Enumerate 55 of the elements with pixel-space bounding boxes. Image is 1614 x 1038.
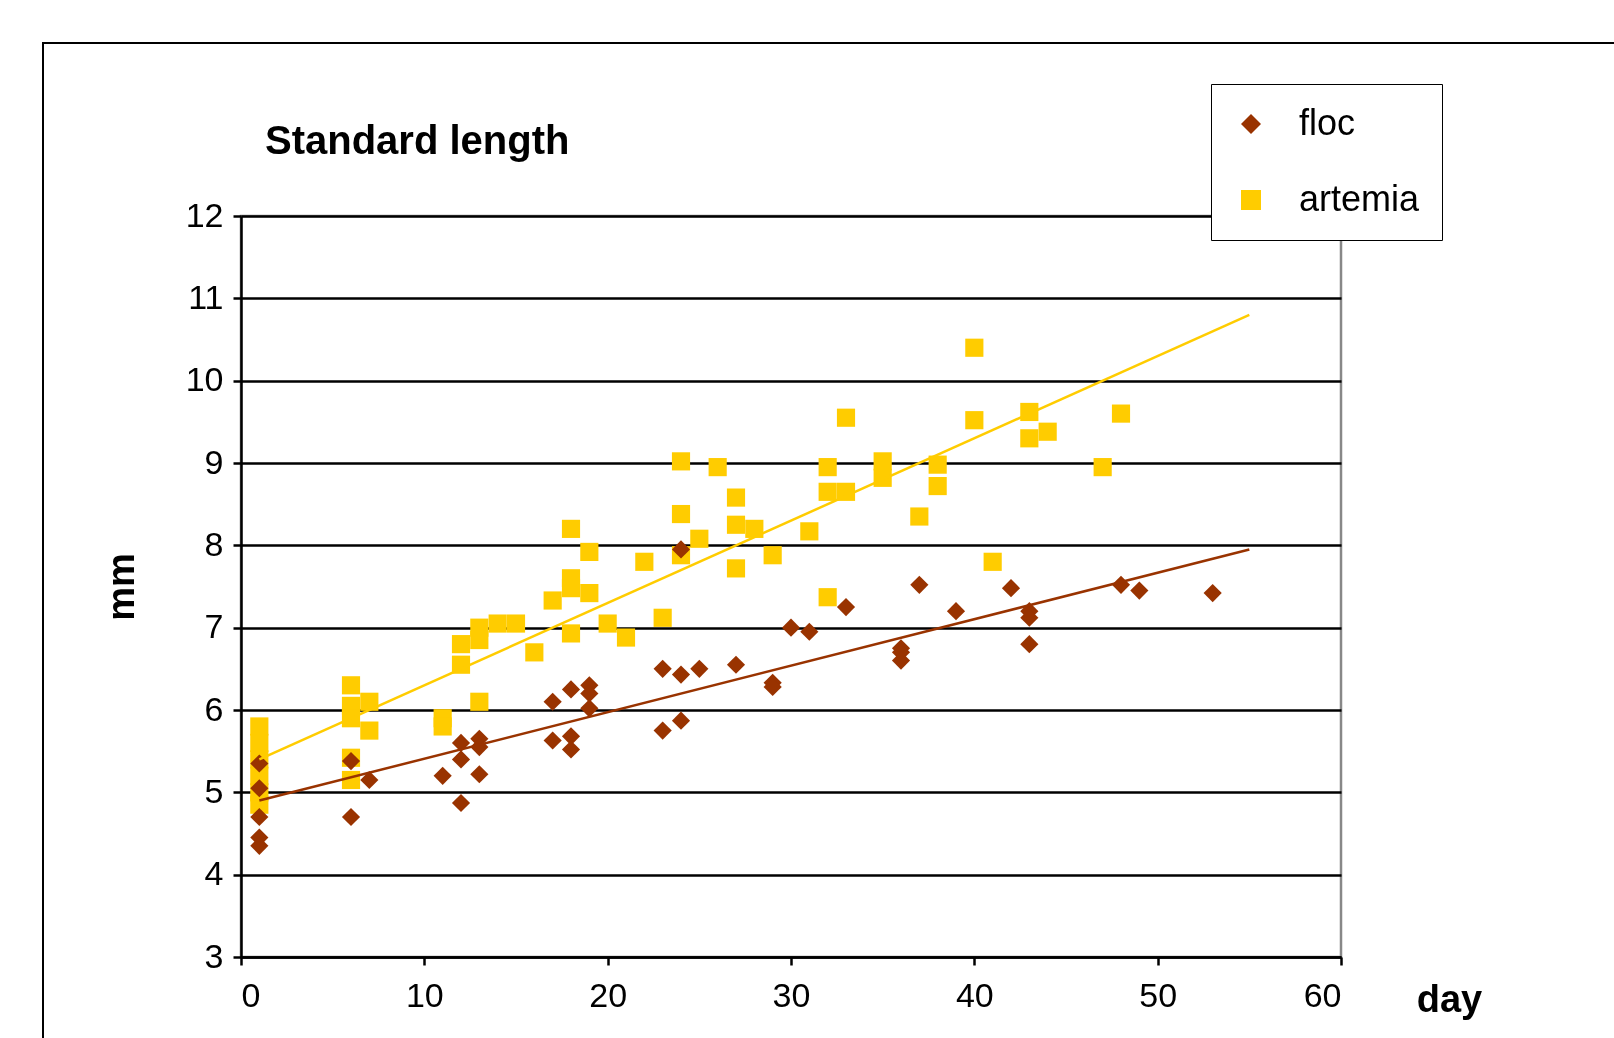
point [653,721,672,740]
point [800,622,819,641]
y-tick-label: 6 [204,689,224,728]
point [1203,584,1222,603]
point [580,699,599,718]
point [561,740,581,759]
x-tick-label: 30 [772,975,811,1014]
y-tick-label: 8 [204,524,224,563]
point [946,602,966,621]
y-tick-label: 4 [204,854,224,893]
point [451,793,471,813]
x-tick-label: 20 [589,975,628,1014]
y-tick-label: 10 [185,360,224,399]
point [671,665,691,684]
point [781,618,801,637]
y-tick-label: 12 [185,195,224,234]
point [451,750,471,769]
point [543,731,562,750]
x-tick-label: 10 [405,975,444,1014]
y-axis-title: mm [99,553,142,621]
point [1001,579,1021,598]
y-tick-label: 11 [188,277,224,316]
point [1130,581,1149,600]
point [671,711,691,730]
x-tick-label: 50 [1139,975,1178,1014]
point [250,754,269,773]
y-tick-label: 5 [204,771,224,810]
y-tick-label: 3 [204,936,224,975]
point [470,765,489,784]
point [561,680,581,699]
x-tick-label: 60 [1303,975,1342,1014]
chart-title: Standard length [265,117,570,162]
x-tick-label: 0 [241,975,261,1014]
point [543,692,562,711]
point [726,655,746,674]
point [250,779,269,798]
y-tick-label: 9 [204,442,224,481]
point [561,727,581,746]
legend-label: artemia [1299,178,1421,219]
y-tick-label: 7 [204,607,224,646]
point [360,770,379,790]
point [433,766,452,785]
point [671,540,691,559]
point [451,733,471,753]
point [250,807,269,827]
legend-label: floc [1299,102,1356,143]
point [910,575,929,594]
point [1020,635,1039,654]
point [341,751,361,771]
x-axis-title: day [1416,977,1483,1020]
x-tick-label: 40 [955,975,994,1014]
point [690,659,709,678]
point [341,807,361,827]
point [836,598,856,617]
point [653,659,672,678]
